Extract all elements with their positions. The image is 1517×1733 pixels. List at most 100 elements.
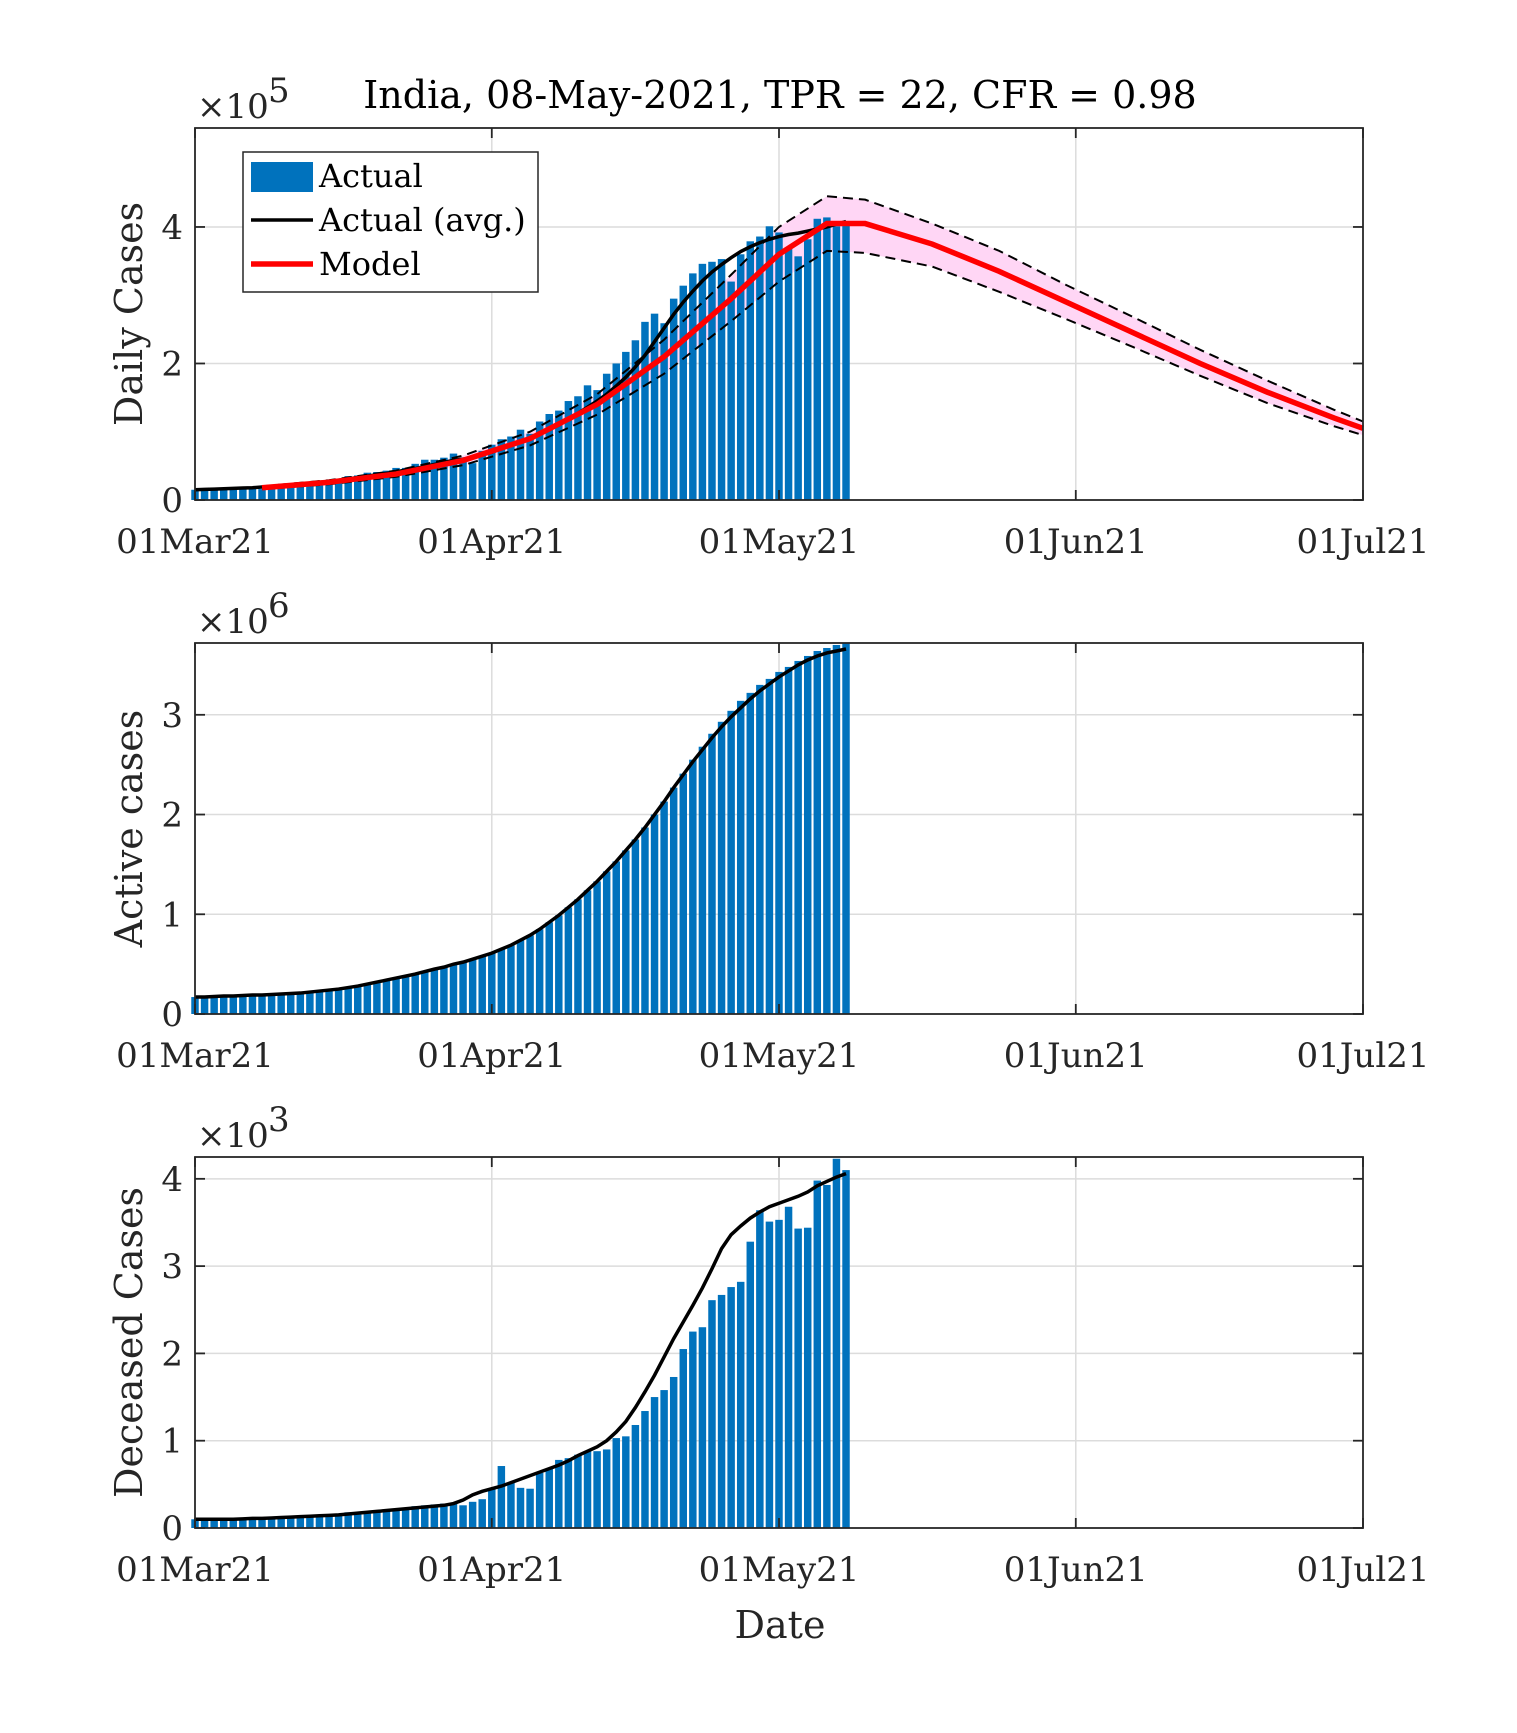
bar-actual [507, 945, 515, 1014]
bar-actual [555, 1459, 563, 1528]
bar-actual [708, 733, 716, 1014]
bar-actual [622, 850, 630, 1014]
bar-actual [430, 969, 439, 1014]
bar-actual [334, 1514, 343, 1528]
bar-actual [727, 281, 735, 500]
actual-avg-line [195, 647, 847, 999]
bar-actual [267, 1517, 276, 1528]
bar-actual [296, 993, 305, 1014]
bar-actual [306, 482, 314, 500]
bar-actual [296, 1515, 305, 1528]
bar-actual [449, 453, 458, 500]
x-tick-label: 01Jul21 [1297, 1036, 1430, 1076]
legend: Actual Actual (avg.) Model [242, 151, 539, 293]
bar-actual [248, 995, 257, 1014]
bar-actual [401, 467, 410, 500]
bar-actual [287, 1516, 295, 1528]
bar-actual [248, 1519, 257, 1528]
bar-actual [612, 861, 620, 1014]
bar-actual [784, 666, 793, 1014]
model-confidence-band [262, 196, 1364, 490]
bar-actual [382, 980, 391, 1014]
bar-actual [468, 959, 477, 1014]
bar-actual [421, 971, 429, 1014]
bar-actual [564, 401, 573, 500]
x-tick-label: 01Jun21 [1004, 1550, 1148, 1590]
bar-actual [545, 1468, 553, 1528]
y-exponent-label: ×10 [197, 602, 269, 642]
bar-actual [574, 1454, 582, 1528]
bar-actual [708, 261, 716, 500]
bar-actual [669, 1376, 678, 1528]
bar-actual [698, 1327, 707, 1528]
bar-actual [555, 410, 563, 500]
bar-actual [411, 974, 419, 1014]
bar-actual [803, 1227, 812, 1528]
bar-actual [717, 721, 726, 1014]
bar-actual [689, 273, 697, 500]
bar-actual [267, 487, 276, 500]
bar-actual [545, 413, 553, 500]
x-tick-label: 01Jun21 [1004, 522, 1148, 562]
bar-actual [631, 1424, 640, 1528]
bar-actual [392, 1508, 400, 1528]
bar-actual [392, 467, 400, 500]
bar-actual [325, 990, 333, 1014]
bar-actual [478, 1499, 486, 1528]
bar-actual [516, 429, 525, 500]
bar-actual [306, 992, 314, 1014]
bar-actual [622, 1436, 630, 1528]
bar-actual [488, 953, 496, 1014]
bar-actual [459, 962, 467, 1014]
x-tick-label: 01Apr21 [417, 1036, 566, 1076]
bar-actual [210, 488, 218, 500]
bar-actual [612, 1438, 620, 1528]
bar-actual [478, 956, 486, 1014]
bar-actual [258, 1517, 266, 1528]
bar-actual [736, 1281, 745, 1528]
bar-actual [440, 967, 448, 1014]
legend-entry-label: Actual (avg.) [318, 201, 526, 239]
bar-actual [842, 224, 850, 500]
bar-actual [488, 444, 496, 500]
legend-entry-label: Model [319, 245, 421, 283]
bar-actual [334, 989, 343, 1014]
bar-actual [200, 489, 209, 500]
y-axis-label: Daily Cases [107, 202, 151, 426]
bar-actual [813, 1180, 822, 1528]
bar-actual [832, 226, 841, 500]
x-tick-label: 01May21 [699, 1036, 860, 1076]
x-tick-label: 01May21 [699, 522, 860, 562]
bar-actual [526, 433, 534, 500]
x-tick-label: 01Jul21 [1297, 1550, 1430, 1590]
bar-actual [775, 671, 783, 1014]
bar-actual [756, 1210, 764, 1528]
y-tick-label: 0 [161, 1509, 183, 1549]
bar-actual [315, 1514, 324, 1528]
bar-actual [459, 461, 467, 500]
bar-actual [803, 239, 812, 500]
bar-actual [373, 982, 381, 1014]
bar-actual [200, 1519, 209, 1528]
y-tick-label: 0 [161, 481, 183, 521]
bar-actual [660, 801, 668, 1014]
bar-actual [219, 996, 228, 1014]
bar-actual [689, 759, 697, 1014]
bar-actual [287, 993, 295, 1014]
bar-actual [583, 890, 592, 1014]
bar-actual [440, 457, 448, 500]
bar-actual [344, 987, 352, 1014]
bar-actual [765, 678, 774, 1014]
bar-actual [373, 1510, 381, 1528]
bar-actual [641, 827, 649, 1014]
bar-actual [411, 463, 419, 500]
bar-actual [306, 1515, 314, 1528]
bar-actual [736, 700, 745, 1014]
bar-actual [459, 1505, 467, 1528]
bar-actual [267, 994, 276, 1014]
y-tick-label: 2 [161, 796, 183, 836]
x-tick-label: 01May21 [699, 1550, 860, 1590]
y-tick-label: 1 [161, 895, 183, 935]
bar-actual [794, 256, 802, 500]
y-exponent-label: ×10 [197, 1116, 269, 1156]
